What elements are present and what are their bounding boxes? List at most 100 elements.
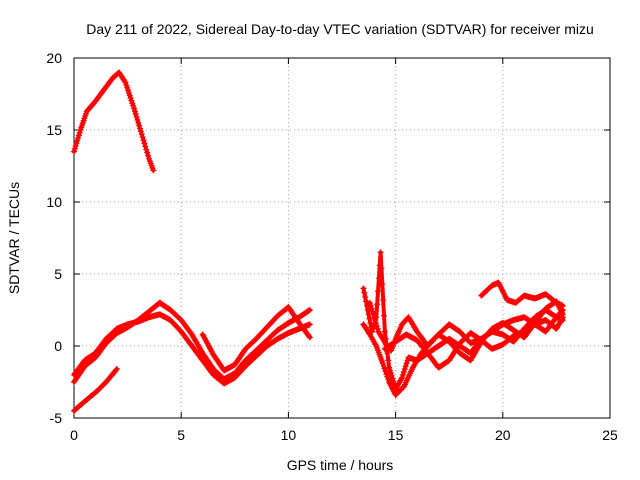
data-point-plus [372,319,379,326]
data-point-plus [384,350,391,357]
axis-ticks: 0 5 10 15 20 25 -5 0 5 10 15 20 [46,50,618,443]
data-point-plus [71,148,77,155]
data-point-plus [306,333,313,340]
y-tick-label: -5 [50,410,63,426]
data-point-plus [362,294,369,301]
data-point-plus [131,105,138,112]
y-tick-label: 0 [54,338,62,354]
data-point-plus [367,302,374,309]
data-point-plus [374,301,381,308]
data-point-plus [378,265,385,272]
data-point-plus [382,368,389,375]
data-point-plus [136,122,143,129]
data-point-plus [386,364,393,371]
data-point-plus [372,317,379,324]
data-point-plus [380,362,387,369]
series-arc-9 [478,279,566,309]
data-point-plus [75,135,82,142]
data-point-plus [144,149,151,156]
data-point-plus [399,374,406,381]
y-tick-label: 10 [46,194,62,210]
data-point-plus [306,307,313,313]
series-trace [72,70,156,173]
data-point-plus [399,371,406,378]
y-tick-label: 20 [46,50,62,66]
x-axis-title: GPS time / hours [287,457,394,473]
data-point-plus [379,360,386,367]
data-point-plus [374,325,381,332]
data-point-plus [76,129,83,136]
data-point-plus [73,140,80,147]
data-point-plus [135,119,142,126]
data-point-plus [143,146,150,153]
data-point-plus [559,302,566,309]
series-arc-1 [71,69,157,174]
y-tick-label: 5 [54,266,62,282]
data-point-plus [134,116,141,123]
data-point-plus [369,308,376,315]
data-point-plus [381,328,388,335]
x-tick-label: 25 [602,427,618,443]
data-point-plus [388,372,395,379]
data-point-plus [306,321,313,328]
y-axis-title: SDTVAR / TECUs [6,182,22,294]
data-point-plus [131,108,138,115]
data-point-plus [559,317,566,324]
chart-title: Day 211 of 2022, Sidereal Day-to-day VTE… [86,21,594,37]
data-point-plus [381,365,388,372]
data-point-plus [390,378,397,385]
data-point-plus [381,312,388,319]
plot-frame [73,57,611,419]
x-tick-label: 10 [281,427,297,443]
y-tick-label: 15 [46,122,62,138]
series-arc-5 [199,304,313,374]
data-point-plus [375,275,382,282]
data-point-plus [379,281,386,288]
data-point-plus [389,375,396,382]
data-point-plus [140,137,147,144]
series-arc-10 [366,299,566,354]
data-point-plus [133,114,140,121]
data-point-plus [306,334,313,341]
data-point-plus [71,145,78,152]
data-point-plus [142,143,149,150]
data-point-plus [141,140,148,147]
data-points [71,69,566,414]
data-point-plus [132,111,139,118]
data-point-plus [74,137,81,144]
data-point-plus [384,373,391,380]
data-point-plus [373,322,380,329]
data-point-plus [368,305,375,312]
data-point-plus [366,299,373,306]
data-point-plus [400,368,407,375]
data-point-plus [403,360,410,367]
data-point-plus [138,131,145,138]
data-point-plus [150,167,157,174]
data-point-plus [137,125,144,132]
data-point-plus [371,314,378,321]
data-point-plus [361,289,368,296]
data-point-plus [370,311,377,318]
data-point-plus [139,134,146,141]
data-point-plus [145,152,152,159]
data-point-plus [380,296,387,303]
data-point-plus [75,132,82,139]
data-point-plus [387,370,394,376]
data-point-plus [385,376,392,383]
data-point-plus [401,366,408,373]
data-point-plus [113,366,120,373]
data-point-plus [386,367,393,374]
data-point-plus [363,298,370,305]
data-point-plus [113,367,120,374]
x-tick-label: 15 [388,427,404,443]
data-point-plus [402,363,409,370]
x-tick-label: 20 [495,427,511,443]
data-point-plus [364,307,371,313]
series-arc-2 [71,366,120,414]
x-tick-label: 0 [70,427,78,443]
series-arc-4 [71,311,313,387]
x-tick-label: 5 [177,427,185,443]
data-point-plus [72,143,79,150]
data-point-plus [360,285,367,292]
